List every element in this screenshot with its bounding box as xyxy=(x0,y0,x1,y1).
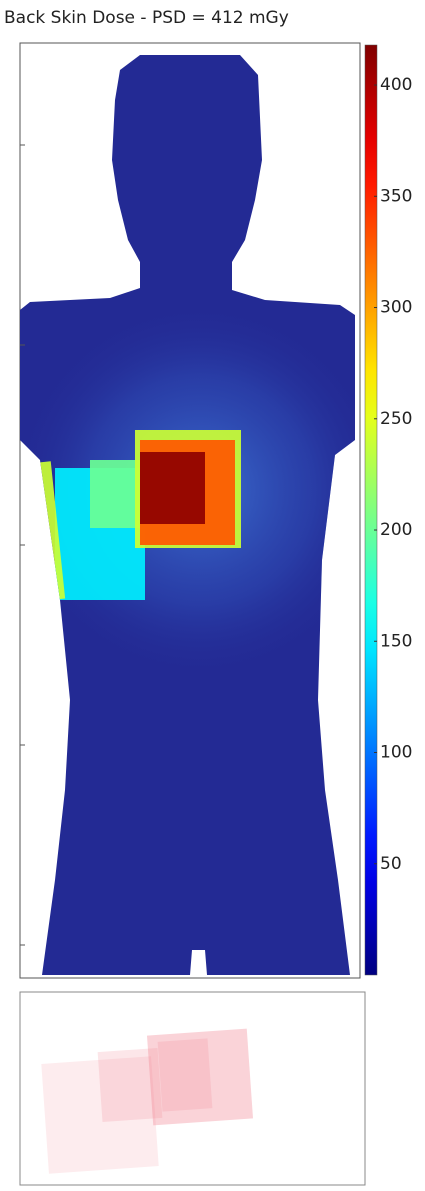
colorbar-tick-label: 350 xyxy=(380,186,412,206)
colorbar-tick-label: 100 xyxy=(380,743,412,763)
chart: Back Skin Dose - PSD = 412 mGy 50 100 150 2… xyxy=(0,0,425,1187)
chart-title: Back Skin Dose - PSD = 412 mGy xyxy=(4,8,289,28)
colorbar-ticks: 50 100 150 200 250 300 350 400 xyxy=(374,75,412,874)
colorbar-tick-label: 50 xyxy=(380,854,402,874)
colorbar-tick-label: 200 xyxy=(380,520,412,540)
colorbar-tick-label: 400 xyxy=(380,75,412,95)
page: {"chart_data": {"type": "heatmap", "titl… xyxy=(0,0,425,1187)
colorbar-tick-label: 150 xyxy=(380,631,412,651)
colorbar-tick-label: 250 xyxy=(380,409,412,429)
dose-field xyxy=(140,452,205,524)
colorbar xyxy=(365,45,377,975)
colorbar-tick-label: 300 xyxy=(380,298,412,318)
